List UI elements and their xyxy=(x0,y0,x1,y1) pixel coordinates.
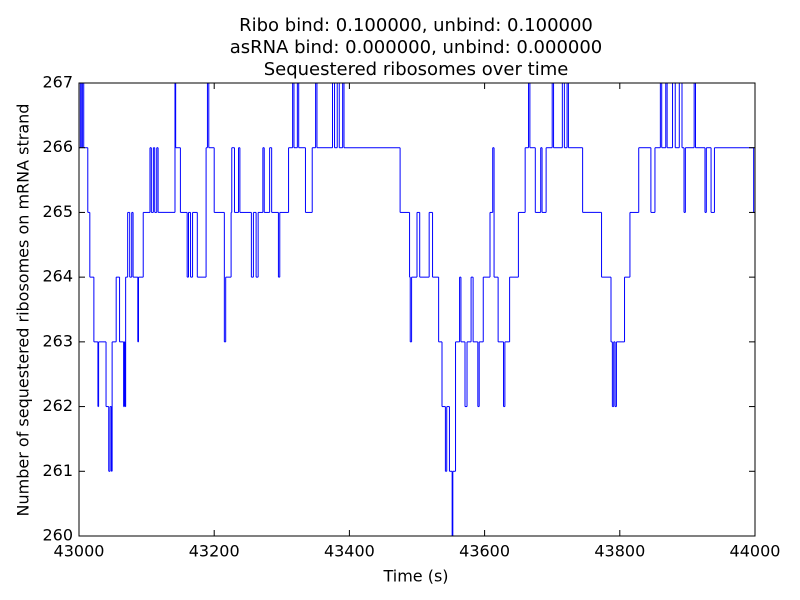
y-axis-label: Number of sequestered ribosomes on mRNA … xyxy=(14,104,33,517)
y-tick-label: 267 xyxy=(42,73,73,92)
x-tick-label: 44000 xyxy=(730,542,781,561)
y-tick-label: 263 xyxy=(42,331,73,350)
y-tick-label: 266 xyxy=(42,137,73,156)
x-tick-label: 43000 xyxy=(54,542,105,561)
x-axis-label: Time (s) xyxy=(382,567,448,586)
x-tick-label: 43200 xyxy=(189,542,240,561)
y-tick-label: 265 xyxy=(42,202,73,221)
y-tick-label: 264 xyxy=(42,267,73,286)
y-tick-label: 262 xyxy=(42,396,73,415)
chart-title: Ribo bind: 0.100000, unbind: 0.100000 xyxy=(239,15,593,36)
x-tick-label: 43400 xyxy=(324,542,375,561)
y-tick-label: 260 xyxy=(42,526,73,545)
chart-title: asRNA bind: 0.000000, unbind: 0.000000 xyxy=(230,37,603,58)
x-tick-label: 43600 xyxy=(459,542,510,561)
y-tick-label: 261 xyxy=(42,461,73,480)
x-tick-label: 43800 xyxy=(594,542,645,561)
plot-frame xyxy=(78,82,756,537)
chart-title: Sequestered ribosomes over time xyxy=(264,59,569,80)
